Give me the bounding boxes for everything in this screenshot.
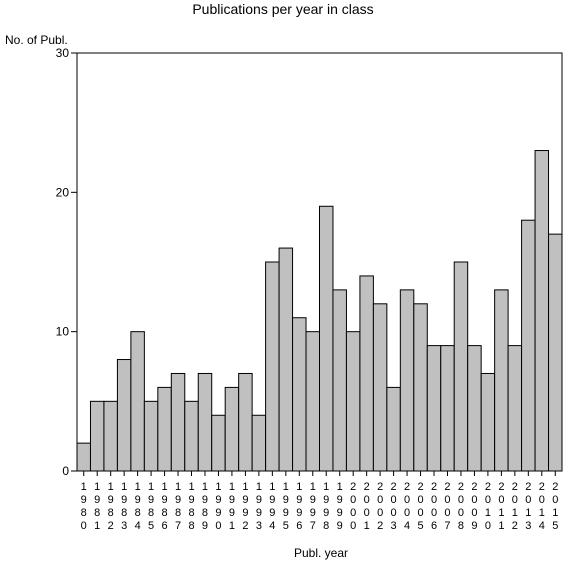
y-tick-label-10: 10 [56, 325, 70, 339]
bar-2005 [413, 303, 428, 472]
x-axis: 1 9 8 0 1 9 8 1 1 9 8 2 1 9 8 3 1 9 8 4 1 9 8 5 1 9 8 6 1 9 8 7 1 9 8 8 1 9 8 9… [81, 471, 558, 532]
bar-2002 [372, 303, 388, 472]
bar-1981 [89, 400, 105, 472]
bar-2001 [359, 275, 374, 472]
bar-2010 [480, 372, 496, 472]
bars-group [76, 150, 563, 472]
chart-title: Publications per year in class [192, 1, 373, 17]
bar-1987 [170, 372, 186, 472]
y-axis: 0 10 20 30 [56, 46, 77, 478]
y-tick-label-0: 0 [62, 464, 69, 478]
bar-1998 [319, 205, 334, 472]
bar-1985 [143, 400, 159, 472]
bar-1988 [184, 400, 199, 472]
y-axis-label: No. of Publ. [5, 33, 68, 47]
x-axis-label: Publ. year [294, 546, 348, 560]
bar-2006 [426, 345, 442, 472]
bar-1997 [305, 331, 320, 472]
bar-1990 [211, 414, 226, 472]
bar-2004 [399, 289, 415, 472]
bar-2014 [534, 150, 550, 472]
bar-2013 [521, 219, 536, 472]
bar-1982 [103, 400, 118, 472]
bar-1999 [332, 289, 347, 472]
bar-1994 [265, 261, 280, 472]
bar-1984 [130, 331, 145, 472]
bar-2008 [453, 261, 469, 472]
bar-1989 [197, 372, 213, 472]
bar-2007 [440, 345, 455, 472]
bar-1986 [157, 386, 172, 472]
bar-1991 [224, 386, 240, 472]
bar-1995 [278, 247, 294, 472]
bar-2012 [507, 345, 523, 472]
bar-1996 [292, 317, 307, 472]
bar-1992 [238, 372, 253, 472]
plot-frame [76, 52, 563, 472]
bar-2009 [467, 345, 482, 472]
y-tick-label-30: 30 [56, 46, 70, 60]
bar-1983 [116, 359, 132, 472]
bar-2000 [345, 331, 361, 472]
y-tick-label-20: 20 [56, 185, 70, 199]
bar-2015 [548, 233, 563, 472]
bar-2003 [386, 386, 401, 472]
bar-1993 [251, 414, 267, 472]
bar-2011 [494, 289, 509, 472]
bar-1980 [76, 442, 91, 472]
